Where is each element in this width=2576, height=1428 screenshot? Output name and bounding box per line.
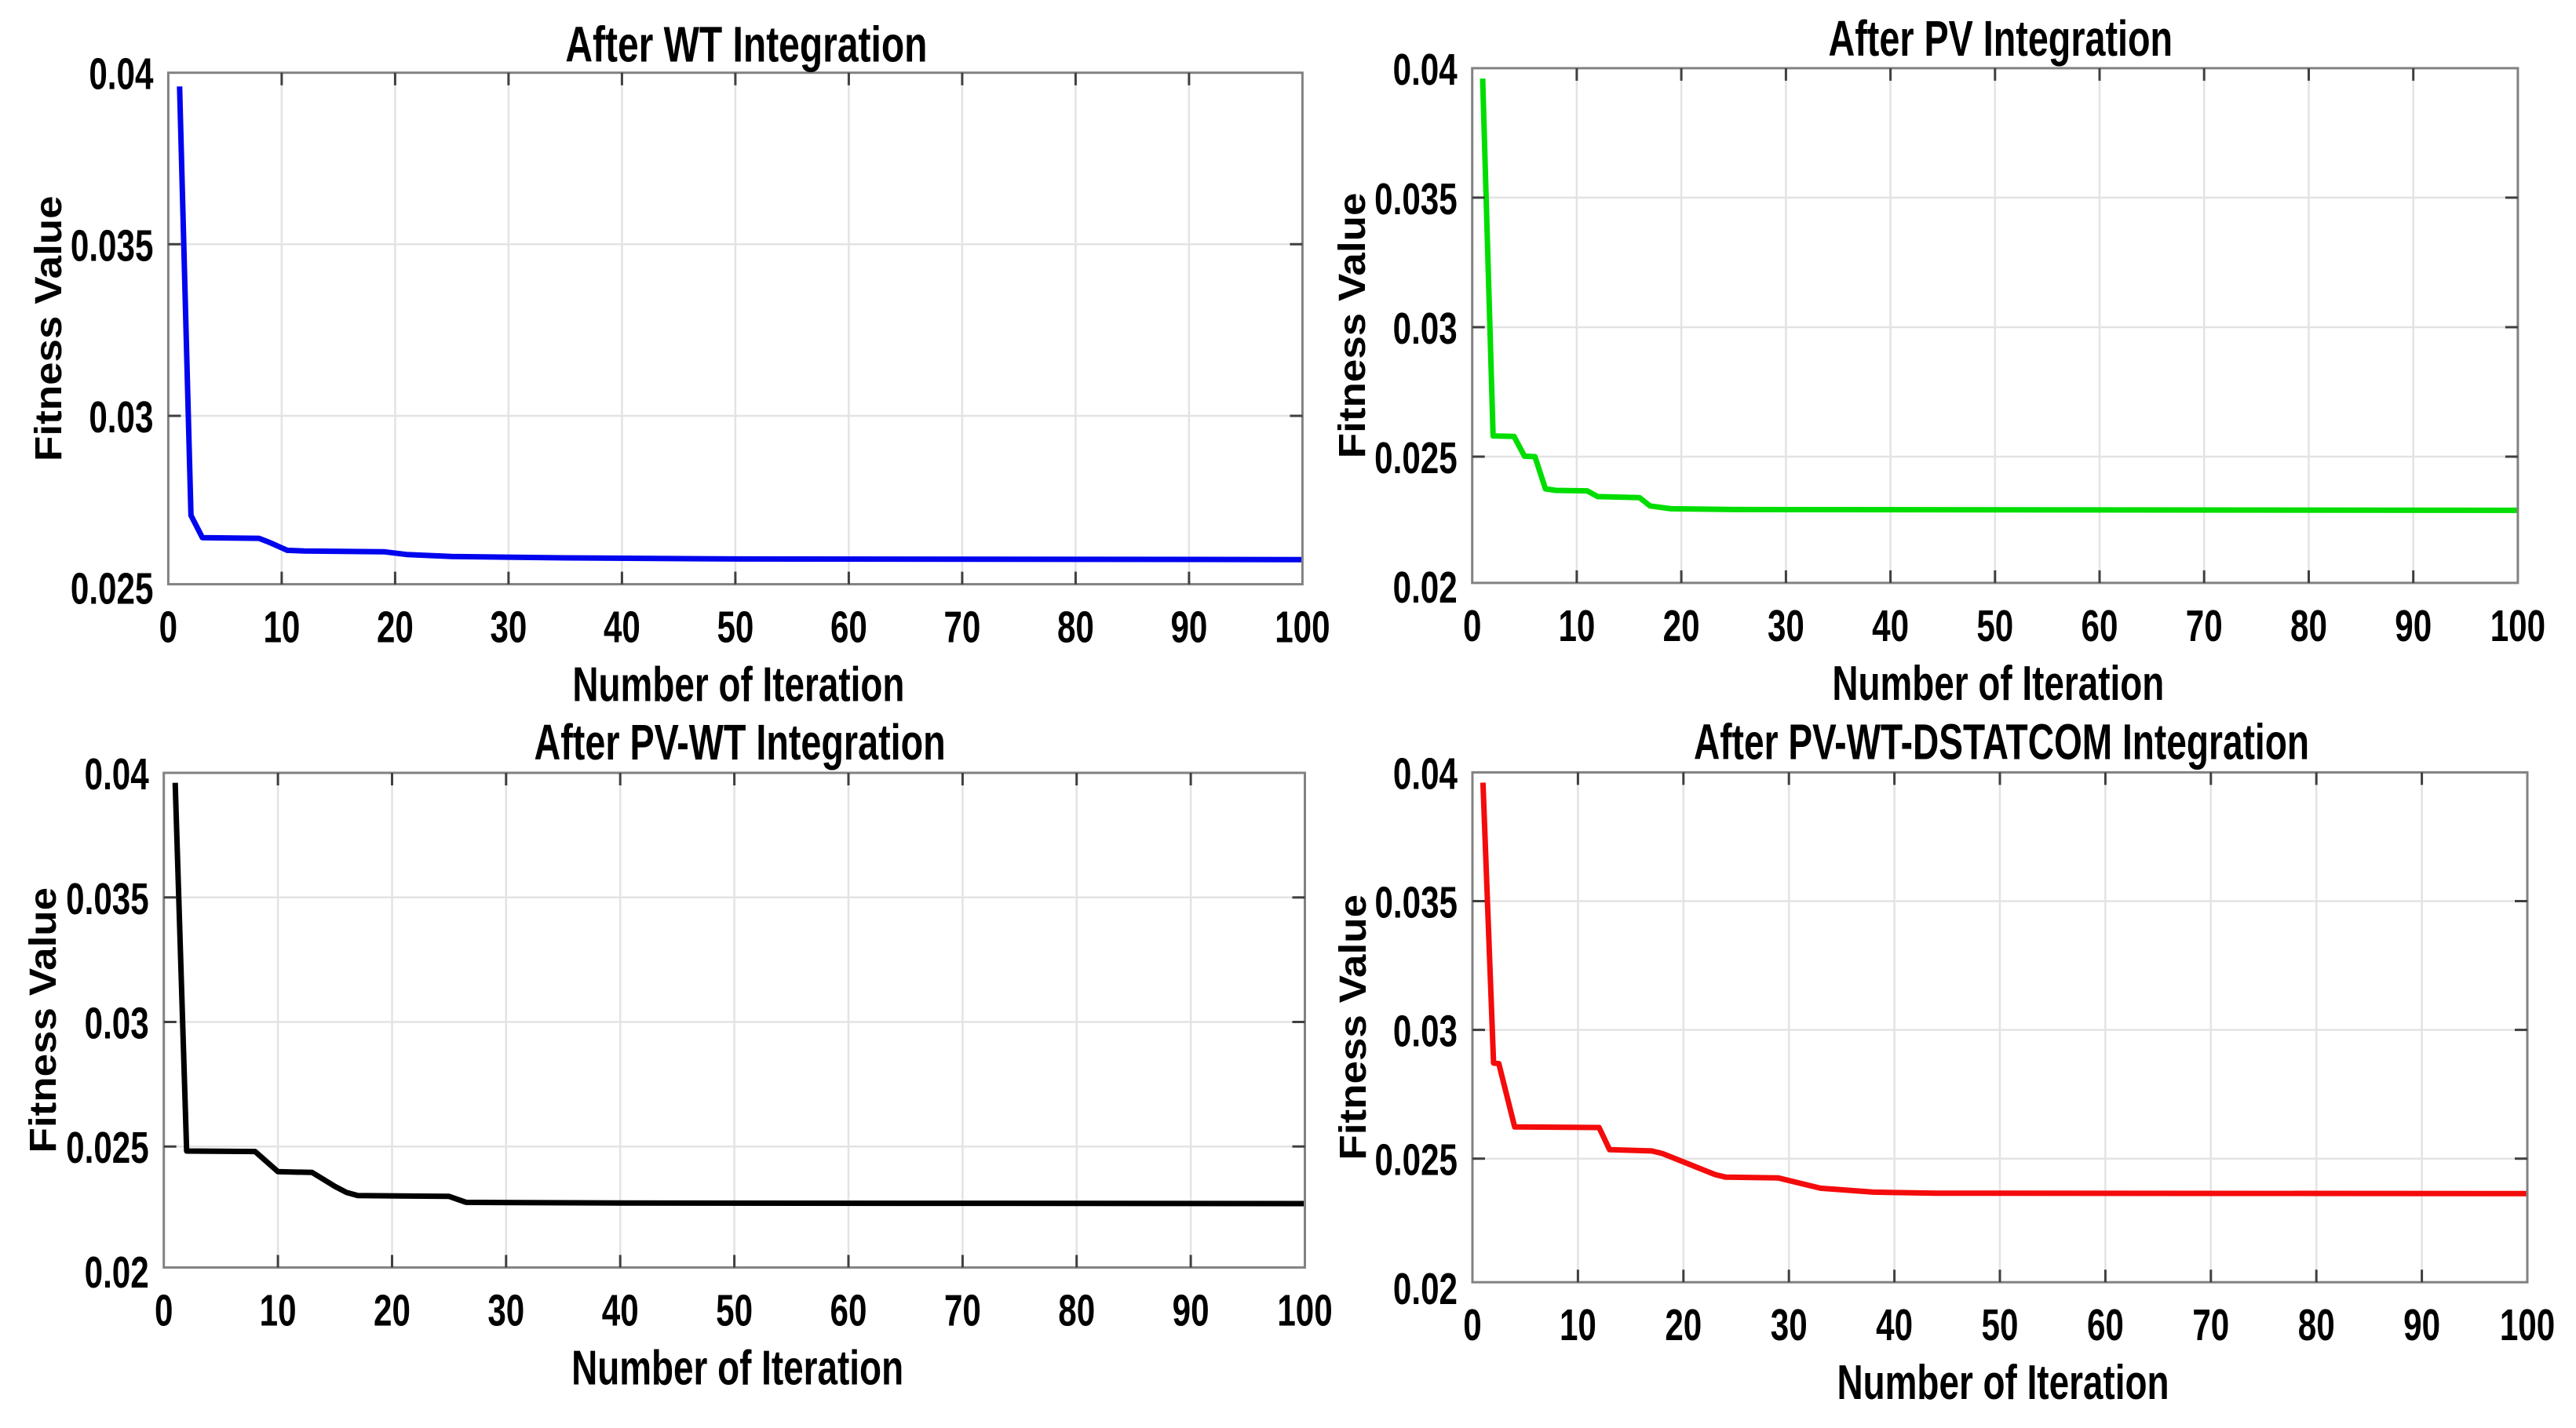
svg-text:50: 50 [716, 1285, 753, 1335]
svg-text:60: 60 [830, 1285, 867, 1335]
svg-text:50: 50 [1976, 601, 2013, 651]
svg-text:30: 30 [1771, 1300, 1808, 1350]
svg-text:70: 70 [944, 1285, 981, 1335]
svg-text:70: 70 [943, 602, 980, 652]
svg-text:100: 100 [1275, 602, 1330, 652]
svg-text:100: 100 [1277, 1285, 1332, 1335]
svg-text:30: 30 [487, 1285, 524, 1335]
svg-text:0.04: 0.04 [85, 749, 149, 800]
svg-text:After PV-WT-DSTATCOM Integrati: After PV-WT-DSTATCOM Integration [1694, 714, 2309, 770]
svg-text:0.03: 0.03 [85, 998, 149, 1048]
svg-text:Fitness Value: Fitness Value [21, 887, 64, 1153]
svg-text:80: 80 [1057, 602, 1094, 652]
svg-text:0.025: 0.025 [66, 1123, 149, 1173]
svg-text:100: 100 [2500, 1300, 2555, 1350]
svg-text:80: 80 [2298, 1300, 2335, 1350]
svg-text:50: 50 [717, 602, 753, 652]
svg-text:0.02: 0.02 [85, 1248, 149, 1298]
svg-text:40: 40 [602, 1285, 639, 1335]
svg-text:After PV-WT Integration: After PV-WT Integration [535, 714, 946, 770]
svg-text:After PV Integration: After PV Integration [1829, 10, 2173, 67]
svg-text:Number of Iteration: Number of Iteration [572, 658, 904, 712]
svg-text:90: 90 [1173, 1285, 1210, 1335]
svg-text:60: 60 [2087, 1300, 2124, 1350]
svg-text:40: 40 [1872, 601, 1909, 651]
svg-text:0.025: 0.025 [1374, 433, 1458, 483]
svg-text:0.02: 0.02 [1393, 563, 1458, 613]
svg-text:0: 0 [159, 602, 177, 652]
svg-text:0.025: 0.025 [1374, 1135, 1458, 1186]
svg-text:90: 90 [2395, 601, 2432, 651]
svg-text:0.025: 0.025 [71, 563, 154, 614]
svg-text:0.02: 0.02 [1393, 1264, 1458, 1314]
svg-text:0.03: 0.03 [1393, 1006, 1458, 1056]
svg-text:30: 30 [490, 602, 527, 652]
svg-text:Number of Iteration: Number of Iteration [1837, 1355, 2169, 1409]
svg-text:10: 10 [1560, 1300, 1596, 1350]
svg-text:0.035: 0.035 [1374, 877, 1458, 927]
svg-text:60: 60 [830, 602, 867, 652]
svg-text:0.035: 0.035 [71, 220, 154, 271]
svg-text:50: 50 [1982, 1300, 2019, 1350]
svg-text:20: 20 [1663, 601, 1700, 651]
svg-text:10: 10 [263, 602, 300, 652]
svg-text:Fitness Value: Fitness Value [1331, 894, 1374, 1160]
svg-text:0.03: 0.03 [89, 392, 153, 443]
svg-text:40: 40 [1876, 1300, 1913, 1350]
svg-text:0.04: 0.04 [89, 49, 153, 100]
svg-text:Fitness Value: Fitness Value [27, 195, 69, 461]
svg-text:40: 40 [604, 602, 640, 652]
svg-text:After WT Integration: After WT Integration [565, 16, 927, 72]
svg-text:10: 10 [1558, 601, 1595, 651]
svg-text:0: 0 [155, 1285, 173, 1335]
svg-text:Fitness Value: Fitness Value [1330, 193, 1373, 459]
svg-text:20: 20 [377, 602, 414, 652]
svg-text:Number of Iteration: Number of Iteration [1832, 656, 2164, 710]
svg-text:20: 20 [374, 1285, 410, 1335]
svg-text:80: 80 [1058, 1285, 1095, 1335]
svg-text:100: 100 [2490, 601, 2545, 651]
svg-text:90: 90 [2403, 1300, 2440, 1350]
svg-text:70: 70 [2192, 1300, 2229, 1350]
svg-text:0.04: 0.04 [1393, 749, 1458, 799]
svg-text:70: 70 [2186, 601, 2223, 651]
svg-text:0.035: 0.035 [66, 874, 149, 924]
svg-text:80: 80 [2290, 601, 2327, 651]
svg-text:0: 0 [1463, 1300, 1481, 1350]
svg-text:60: 60 [2082, 601, 2118, 651]
svg-text:90: 90 [1170, 602, 1207, 652]
svg-text:0.03: 0.03 [1393, 304, 1458, 354]
svg-text:0.04: 0.04 [1393, 45, 1458, 95]
svg-text:0: 0 [1463, 601, 1481, 651]
svg-text:30: 30 [1768, 601, 1804, 651]
svg-text:Number of Iteration: Number of Iteration [571, 1341, 903, 1395]
svg-text:10: 10 [260, 1285, 297, 1335]
svg-text:20: 20 [1665, 1300, 1702, 1350]
svg-text:0.035: 0.035 [1374, 174, 1458, 224]
